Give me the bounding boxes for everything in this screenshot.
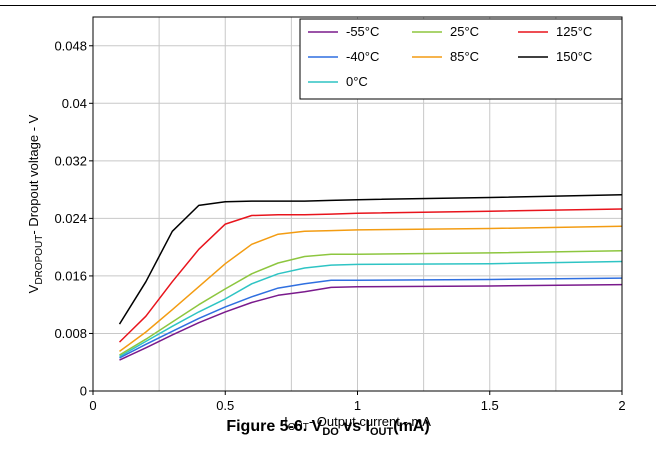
y-tick-label: 0.048 [54,38,87,53]
legend-label: 150°C [556,49,592,64]
legend-label: 0°C [346,74,368,89]
y-tick-label: 0.032 [54,153,87,168]
series-line-25c [119,250,623,356]
x-axis-title-rest: - Output current - mA [309,414,431,429]
x-axis-title: IOUT- Output current - mA [284,414,431,433]
x-tick-labels: 0 0.5 1 1.5 2 [89,398,625,413]
legend: -55°C 25°C 125°C -40°C 85°C 150°C 0°C [299,18,623,100]
y-tick-label: 0.008 [54,326,87,341]
caption-suffix: (mA) [393,418,430,435]
legend-label: -55°C [346,24,379,39]
series-line-0c [119,260,623,358]
x-tick-label: 2 [618,398,625,413]
series-line-85c [119,225,623,353]
figure-caption: Figure 5-6. VDO vs IOUT(mA) [0,418,656,438]
caption-sub-do: DO [322,426,339,439]
legend-label: 125°C [556,24,592,39]
y-tick-label: 0 [80,384,87,399]
caption-prefix: Figure 5-6. V [226,418,323,435]
y-axis-title-rest: - Dropout voltage - V [26,114,41,234]
x-tick-label: 0 [89,398,96,413]
y-axis-title: VDROPOUT- Dropout voltage - V [26,114,45,293]
x-axis-title-main: I [284,414,288,429]
y-tick-label: 0.04 [62,96,87,111]
x-tick-label: 0.5 [216,398,234,413]
series-line-minus40c [119,277,623,359]
series-line-125c [118,208,623,343]
series-line-minus55c [119,283,623,361]
legend-label: -40°C [346,49,379,64]
y-tick-label: 0.024 [54,211,87,226]
series-lines [118,193,623,361]
y-axis-title-sub: DROPOUT [34,235,45,285]
legend-label: 25°C [450,24,479,39]
legend-box [299,18,623,100]
caption-middle: vs I [338,418,370,435]
y-axis-title-main: V [26,284,41,293]
caption-sub-out: OUT [370,426,394,439]
y-tick-labels: 0 0.008 0.016 0.024 0.032 0.04 0.048 [54,38,87,398]
x-axis-title-sub: OUT [288,422,309,433]
tick-marks [89,45,623,395]
legend-label: 85°C [450,49,479,64]
top-rule [0,5,656,6]
x-tick-label: 1.5 [481,398,499,413]
x-tick-label: 1 [354,398,361,413]
y-tick-label: 0.016 [54,268,87,283]
series-line-150c [118,193,623,325]
